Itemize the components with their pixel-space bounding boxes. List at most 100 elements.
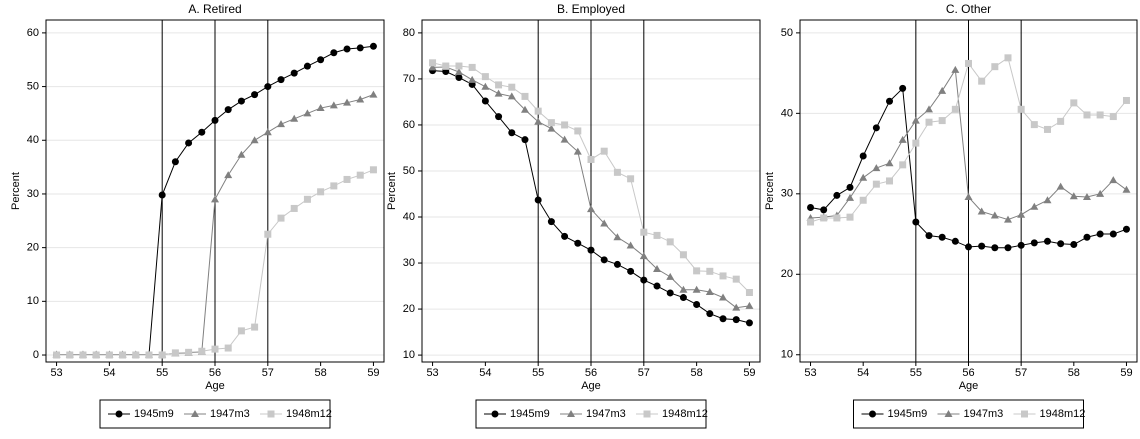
marker — [627, 267, 635, 275]
legend-box — [853, 399, 1084, 429]
marker — [520, 105, 529, 113]
marker — [561, 121, 569, 129]
legend-label: 1947m3 — [964, 408, 1004, 420]
marker — [1082, 193, 1091, 201]
legend-label: 1947m3 — [586, 408, 626, 420]
marker — [145, 351, 153, 359]
marker — [639, 252, 648, 260]
marker — [745, 301, 754, 309]
marker — [820, 206, 828, 214]
legend-label: 1945m9 — [888, 408, 928, 420]
marker — [964, 193, 973, 201]
marker — [92, 351, 100, 359]
marker — [1057, 117, 1065, 125]
marker — [158, 191, 166, 199]
chart-title: B. Employed — [557, 2, 625, 16]
marker — [938, 117, 946, 125]
legend-label: 1945m9 — [134, 408, 174, 420]
marker — [251, 323, 259, 331]
marker — [693, 300, 701, 308]
y-tick-label: 60 — [403, 119, 415, 131]
marker — [507, 92, 516, 100]
legend-box — [475, 399, 707, 429]
marker — [277, 214, 285, 222]
marker — [1043, 125, 1051, 133]
marker — [693, 267, 701, 275]
marker — [991, 63, 999, 71]
y-tick-label: 10 — [781, 349, 793, 361]
marker — [250, 136, 259, 144]
marker — [846, 213, 854, 221]
marker — [132, 351, 140, 359]
marker — [1004, 244, 1012, 252]
y-tick-label: 50 — [781, 27, 793, 39]
x-tick-label: 54 — [103, 367, 115, 379]
marker — [833, 191, 841, 199]
y-tick-label: 30 — [781, 188, 793, 200]
marker — [732, 303, 741, 311]
marker — [481, 97, 489, 105]
plot-frame — [799, 19, 1138, 363]
marker — [468, 63, 476, 71]
marker — [1109, 230, 1117, 238]
marker — [428, 63, 437, 71]
marker — [705, 288, 714, 296]
marker — [290, 204, 298, 212]
x-axis-label: Age — [581, 380, 601, 392]
marker — [885, 159, 894, 167]
marker — [1109, 113, 1117, 121]
marker — [807, 203, 815, 211]
marker — [965, 243, 972, 251]
legend-marker — [1021, 410, 1028, 418]
marker — [1070, 99, 1078, 107]
x-axis-label: Age — [205, 380, 225, 392]
marker — [587, 246, 595, 254]
marker — [330, 182, 338, 190]
marker — [732, 275, 740, 283]
marker — [600, 256, 608, 264]
marker — [277, 120, 286, 128]
marker — [1109, 176, 1118, 184]
legend-label: 1948m12 — [1040, 408, 1086, 420]
marker — [369, 90, 378, 98]
marker — [1030, 202, 1039, 210]
marker — [911, 116, 920, 124]
legend-label: 1947m3 — [210, 408, 250, 420]
marker — [653, 231, 661, 239]
marker — [547, 124, 556, 132]
marker — [290, 69, 298, 77]
x-tick-label: 54 — [479, 367, 491, 379]
marker — [640, 228, 648, 236]
marker — [732, 316, 740, 324]
marker — [277, 76, 285, 84]
marker — [886, 97, 894, 105]
marker — [237, 327, 245, 335]
marker — [356, 171, 364, 179]
x-tick-label: 53 — [50, 367, 62, 379]
marker — [171, 349, 179, 357]
marker — [719, 272, 727, 280]
marker — [898, 135, 907, 143]
y-tick-label: 40 — [27, 134, 39, 146]
marker — [640, 276, 648, 284]
marker — [224, 106, 232, 114]
legend-label: 1948m12 — [286, 408, 332, 420]
marker — [1096, 230, 1104, 238]
legend-box — [99, 399, 331, 429]
marker — [692, 285, 701, 293]
y-tick-label: 10 — [403, 349, 415, 361]
marker — [978, 77, 986, 85]
marker — [1122, 96, 1130, 104]
marker — [820, 214, 828, 222]
marker — [316, 104, 325, 112]
marker — [1069, 192, 1078, 200]
x-tick-label: 53 — [804, 367, 816, 379]
marker — [317, 188, 325, 196]
marker — [495, 81, 503, 89]
marker — [745, 319, 753, 327]
marker — [547, 218, 555, 226]
y-tick-label: 30 — [27, 188, 39, 200]
marker — [1057, 240, 1065, 248]
